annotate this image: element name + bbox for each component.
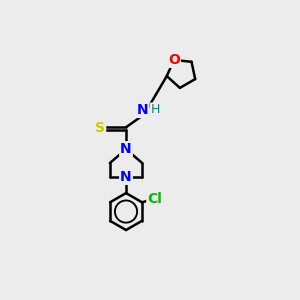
Text: Cl: Cl [147,192,162,206]
Text: N: N [120,142,132,156]
Text: H: H [151,103,160,116]
Text: S: S [95,122,105,135]
Text: N: N [120,170,132,184]
Text: O: O [168,53,180,67]
Text: N: N [137,103,148,117]
